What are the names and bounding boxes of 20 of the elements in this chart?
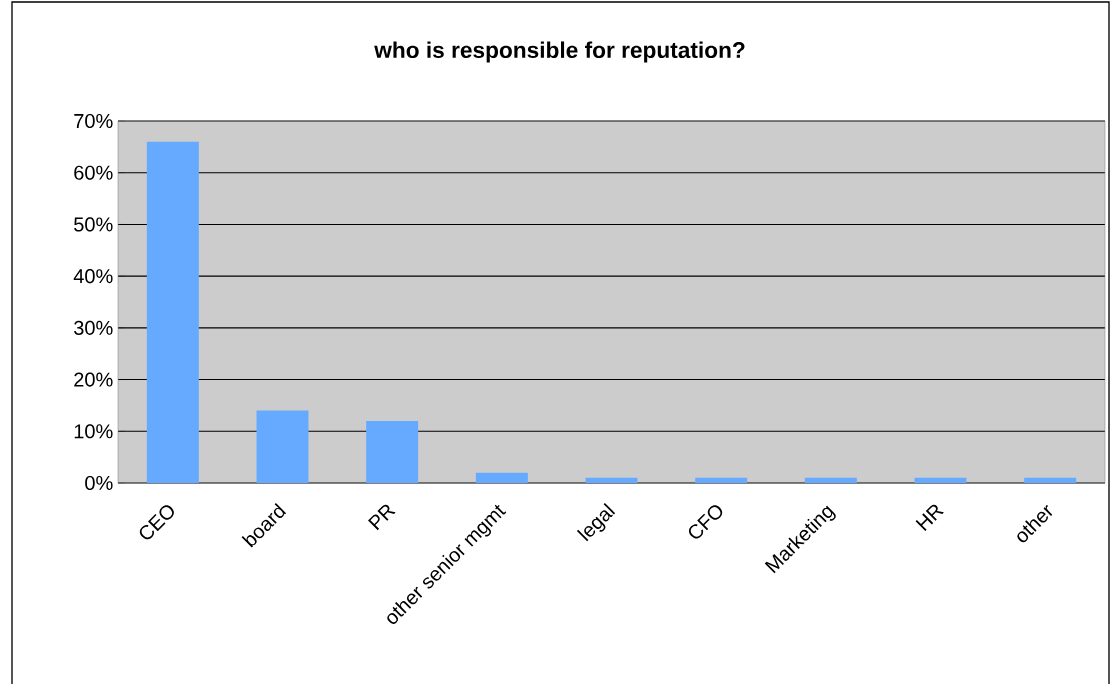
y-tick-label: 70% xyxy=(74,113,113,129)
y-tick-label: 0% xyxy=(85,475,113,491)
bar xyxy=(695,477,748,483)
y-tick-label: 50% xyxy=(74,217,113,232)
bar xyxy=(256,410,309,483)
bar xyxy=(366,420,419,483)
bar xyxy=(146,141,199,483)
bar xyxy=(804,477,857,483)
bar xyxy=(475,472,528,483)
bar xyxy=(585,477,638,483)
x-tick-label: PR xyxy=(368,504,396,531)
bar xyxy=(1024,477,1077,483)
y-tick-label: 40% xyxy=(73,269,113,284)
y-tick-label: 30% xyxy=(74,320,113,335)
x-tick-label: HR xyxy=(915,504,944,531)
bar xyxy=(914,477,967,483)
y-tick-label: 20% xyxy=(74,372,113,387)
y-tick-label: 60% xyxy=(74,165,113,180)
y-tick-label: 10% xyxy=(74,424,113,439)
chart-title: who is responsible for reputation? xyxy=(374,41,745,63)
